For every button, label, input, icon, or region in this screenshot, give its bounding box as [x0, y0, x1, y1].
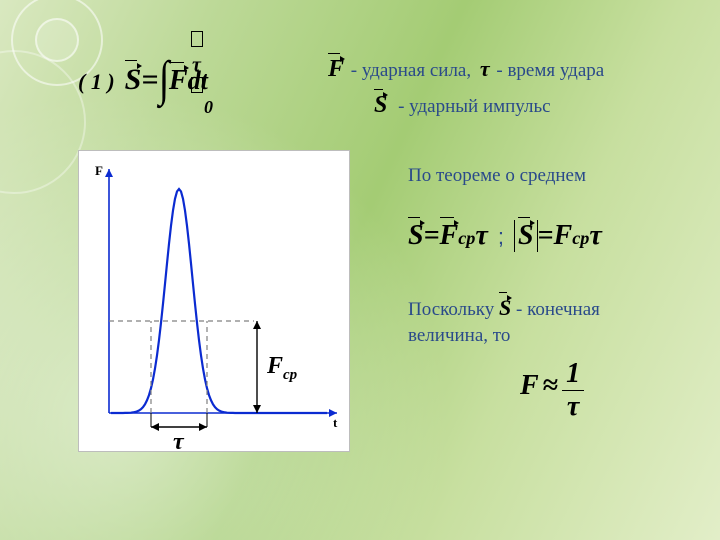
eq2-abs-S: S — [518, 220, 534, 252]
since-line-1: Поскольку S - конечная — [408, 295, 600, 321]
legend-tau-text: - время удара — [496, 60, 604, 81]
legend-line-1: F - ударная сила, τ - время удара — [328, 56, 604, 83]
eq1-lower-limit: 0 — [204, 97, 213, 118]
eq2-eq: = — [424, 220, 440, 251]
eq2-S: S — [408, 220, 424, 252]
equation-2: S=Fcpτ ; S=Fcpτ — [408, 220, 602, 252]
legend-line-2: S - ударный импульс — [374, 92, 551, 119]
eq1-equals: = — [141, 63, 158, 96]
svg-text:t: t — [333, 415, 338, 430]
legend-S: S — [374, 92, 387, 119]
eq2-sep: ; — [498, 224, 504, 249]
eq1-F: F — [169, 65, 188, 97]
eq3-num: 1 — [562, 360, 584, 391]
eq2-sub: cp — [458, 228, 475, 248]
equation-1: ( 1 ) S=∫Fdt τ 0 — [78, 55, 208, 99]
eq2-F: F — [440, 220, 459, 252]
since-pre: Поскольку — [408, 299, 499, 320]
legend-F-text: - ударная сила, — [351, 60, 471, 81]
eq2-tau: τ — [475, 220, 487, 251]
eq1-label: ( 1 ) — [78, 69, 115, 94]
impulse-chart: Ft Fcp τ — [78, 150, 350, 452]
eq2-F2: F — [554, 220, 573, 251]
eq3-den: τ — [562, 391, 584, 421]
since-line-2: величина, то — [408, 325, 510, 347]
eq1-S: S — [125, 63, 142, 97]
eq3-approx: ≈ — [543, 370, 558, 401]
since-post: - конечная — [516, 299, 600, 320]
legend-F: F — [328, 56, 344, 83]
svg-text:F: F — [266, 353, 283, 379]
eq3-F: F — [520, 370, 539, 401]
eq1-upper-limit: τ — [190, 31, 208, 100]
since-S: S — [499, 295, 511, 321]
equation-3: F ≈ 1 τ — [520, 360, 584, 421]
legend-S-text: - ударный импульс — [398, 96, 550, 117]
svg-text:τ: τ — [173, 429, 185, 451]
mean-theorem-text: По теореме о среднем — [408, 165, 586, 187]
eq2-sub2: cp — [572, 228, 589, 248]
eq1-integral: ∫ — [158, 51, 168, 108]
eq2-eq2: = — [538, 220, 554, 251]
svg-text:F: F — [95, 163, 103, 178]
eq2-tau2: τ — [589, 220, 601, 251]
chart-svg: Ft Fcp τ — [79, 151, 349, 451]
svg-text:cp: cp — [283, 367, 298, 383]
legend-tau: τ — [480, 56, 490, 81]
